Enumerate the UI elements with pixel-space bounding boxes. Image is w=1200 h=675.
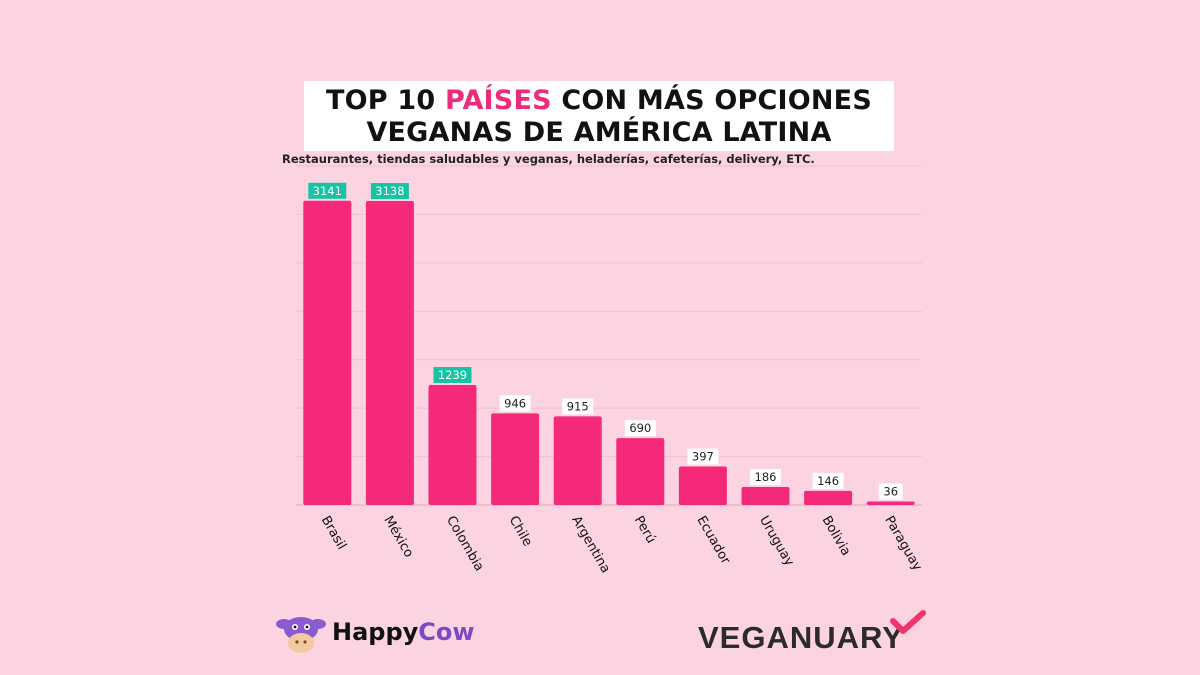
x-tick-labels: Brasil México Colombia Chile Argentina Perú Ec… bbox=[318, 514, 925, 576]
data-label: 915 bbox=[562, 398, 594, 415]
chart-subtitle: Restaurantes, tiendas saludables y vegan… bbox=[282, 152, 815, 166]
happycow-logo bbox=[276, 617, 326, 653]
x-tick-label: Paraguay bbox=[881, 514, 924, 574]
x-tick-label: Argentina bbox=[568, 514, 613, 576]
data-label: 946 bbox=[499, 395, 531, 412]
x-tick-label: México bbox=[380, 514, 416, 561]
x-tick-label: Colombia bbox=[443, 514, 487, 574]
x-tick-label: Ecuador bbox=[693, 514, 733, 568]
data-label-text: 397 bbox=[692, 450, 714, 464]
data-label: 690 bbox=[624, 420, 656, 437]
data-label-text: 186 bbox=[755, 470, 777, 484]
bar-paraguay bbox=[866, 501, 915, 505]
data-label-text: 3138 bbox=[375, 184, 404, 198]
bar-chile bbox=[491, 413, 540, 505]
data-label-text: 146 bbox=[817, 474, 839, 488]
value-labels: 3141 3138 1239 946 915 690 397 186 146 36 bbox=[308, 182, 903, 500]
data-label-text: 690 bbox=[629, 421, 651, 435]
data-label: 3138 bbox=[370, 183, 409, 200]
bar-uruguay bbox=[741, 486, 790, 505]
data-label-box bbox=[812, 472, 844, 489]
veganuary-wordmark: VEGANUARY bbox=[698, 620, 904, 655]
data-label-text: 36 bbox=[883, 485, 898, 499]
data-label: 146 bbox=[812, 472, 844, 489]
bar-ecuador bbox=[678, 466, 727, 505]
bar-argentina bbox=[553, 416, 602, 505]
checkmark-icon bbox=[890, 610, 926, 634]
bar-chart: 3141 3138 1239 946 915 690 397 186 146 36 Brasil M… bbox=[296, 165, 925, 576]
data-label: 36 bbox=[878, 483, 903, 500]
data-label-text: 3141 bbox=[313, 184, 342, 198]
x-tick-label: Brasil bbox=[318, 514, 349, 553]
x-tick-label: Perú bbox=[631, 514, 658, 547]
data-label-text: 915 bbox=[567, 399, 589, 413]
bar-méxico bbox=[365, 201, 414, 505]
data-label-text: 1239 bbox=[438, 368, 467, 382]
data-label-box bbox=[308, 182, 347, 199]
data-label: 186 bbox=[750, 468, 781, 485]
data-label-box bbox=[687, 448, 719, 465]
bars bbox=[303, 200, 915, 505]
x-tick-label: Bolivia bbox=[819, 514, 854, 559]
data-label-box bbox=[499, 395, 531, 412]
data-label-box bbox=[433, 366, 472, 383]
title-accent: PAÍSES bbox=[444, 85, 552, 116]
data-label-box bbox=[370, 183, 409, 200]
chart-title-line-1: TOP 10 PAÍSES CON MÁS OPCIONES bbox=[304, 85, 894, 116]
bar-brasil bbox=[303, 200, 352, 505]
happycow-cow: Cow bbox=[418, 618, 475, 646]
data-label-box bbox=[562, 398, 594, 415]
cow-icon bbox=[276, 617, 326, 653]
happycow-wordmark: HappyCow bbox=[332, 618, 475, 646]
title-suffix: CON MÁS OPCIONES bbox=[551, 85, 872, 116]
data-label-box bbox=[878, 483, 903, 500]
data-label: 3141 bbox=[308, 182, 347, 199]
data-label-text: 946 bbox=[504, 396, 526, 410]
chart-title-line-2: VEGANAS DE AMÉRICA LATINA bbox=[366, 117, 832, 148]
data-label-box bbox=[624, 420, 656, 437]
x-tick-label: Uruguay bbox=[756, 514, 797, 570]
happycow-happy: Happy bbox=[332, 618, 419, 646]
bar-bolivia bbox=[804, 490, 853, 505]
data-label-box bbox=[750, 468, 781, 485]
bar-colombia bbox=[428, 384, 477, 505]
title-box: TOP 10 PAÍSES CON MÁS OPCIONES VEGANAS D… bbox=[304, 81, 894, 151]
data-label: 397 bbox=[687, 448, 719, 465]
x-tick-label: Chile bbox=[506, 514, 535, 550]
bar-perú bbox=[616, 438, 665, 505]
title-prefix: TOP 10 bbox=[326, 85, 445, 116]
data-label: 1239 bbox=[433, 366, 472, 383]
